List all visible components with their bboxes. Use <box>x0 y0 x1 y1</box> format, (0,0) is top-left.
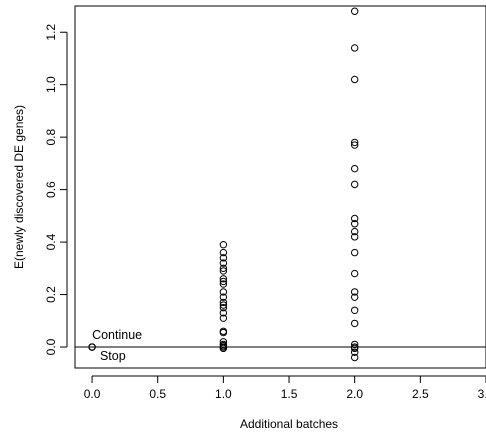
x-tick-label: 3.0 <box>478 387 486 401</box>
x-tick-label: 2.5 <box>412 387 429 401</box>
y-tick-label: 1.0 <box>44 76 58 93</box>
data-point <box>350 269 359 278</box>
data-point <box>350 180 359 189</box>
x-tick-label: 0.0 <box>84 387 101 401</box>
data-point <box>219 328 228 337</box>
y-tick-label: 0.4 <box>44 233 58 250</box>
data-point <box>350 7 359 15</box>
data-point <box>350 141 359 149</box>
x-axis-title: Additional batches <box>240 417 338 431</box>
plot-frame <box>74 5 486 369</box>
data-point <box>219 314 228 322</box>
data-point <box>219 259 228 267</box>
y-tick-label: 0.2 <box>44 286 58 303</box>
y-tick-label: 1.2 <box>44 24 58 41</box>
data-point <box>350 138 359 147</box>
y-axis: 0.0 0.2 0.4 0.6 0.8 1.0 1.2 <box>44 24 68 355</box>
x-axis: 0.0 0.5 1.0 1.5 2.0 2.5 3.0 <box>84 375 486 401</box>
data-point <box>219 301 228 309</box>
y-tick-label: 0.8 <box>44 128 58 145</box>
x-tick-label: 2.0 <box>346 387 363 401</box>
data-point <box>350 288 359 296</box>
data-point <box>219 280 228 288</box>
data-point <box>350 214 359 223</box>
data-point <box>219 241 228 249</box>
data-point <box>219 248 228 257</box>
x-tick-label: 1.0 <box>215 387 232 401</box>
data-point <box>219 275 228 283</box>
data-point <box>219 264 228 273</box>
data-point <box>350 348 359 356</box>
data-point <box>350 319 359 328</box>
data-point <box>350 344 359 353</box>
y-axis-title: E(newly discovered DE genes) <box>12 105 26 269</box>
data-point <box>219 303 228 312</box>
data-point <box>219 254 228 262</box>
annotation-stop: Stop <box>100 349 126 363</box>
data-point <box>219 288 228 296</box>
data-point <box>219 309 228 317</box>
y-tick-label: 0.6 <box>44 181 58 198</box>
data-point <box>350 233 359 241</box>
data-point <box>350 220 359 228</box>
data-point <box>219 277 228 286</box>
x-tick-label: 0.5 <box>149 387 166 401</box>
data-point <box>350 164 359 173</box>
data-point <box>350 293 359 301</box>
data-point <box>350 306 359 314</box>
annotation-continue: Continue <box>92 328 142 342</box>
data-points <box>88 7 359 362</box>
data-point <box>350 227 359 236</box>
x-tick-label: 1.5 <box>281 387 298 401</box>
data-point <box>350 248 359 257</box>
data-point <box>219 344 228 353</box>
data-point <box>350 340 359 349</box>
data-point <box>350 44 359 52</box>
data-point <box>219 267 228 275</box>
data-point <box>350 353 359 362</box>
data-point <box>88 343 96 351</box>
data-point <box>219 298 228 307</box>
data-point <box>219 293 228 301</box>
y-tick-label: 0.0 <box>44 338 58 355</box>
annotations: Continue Stop <box>92 328 142 363</box>
data-point <box>350 75 359 84</box>
